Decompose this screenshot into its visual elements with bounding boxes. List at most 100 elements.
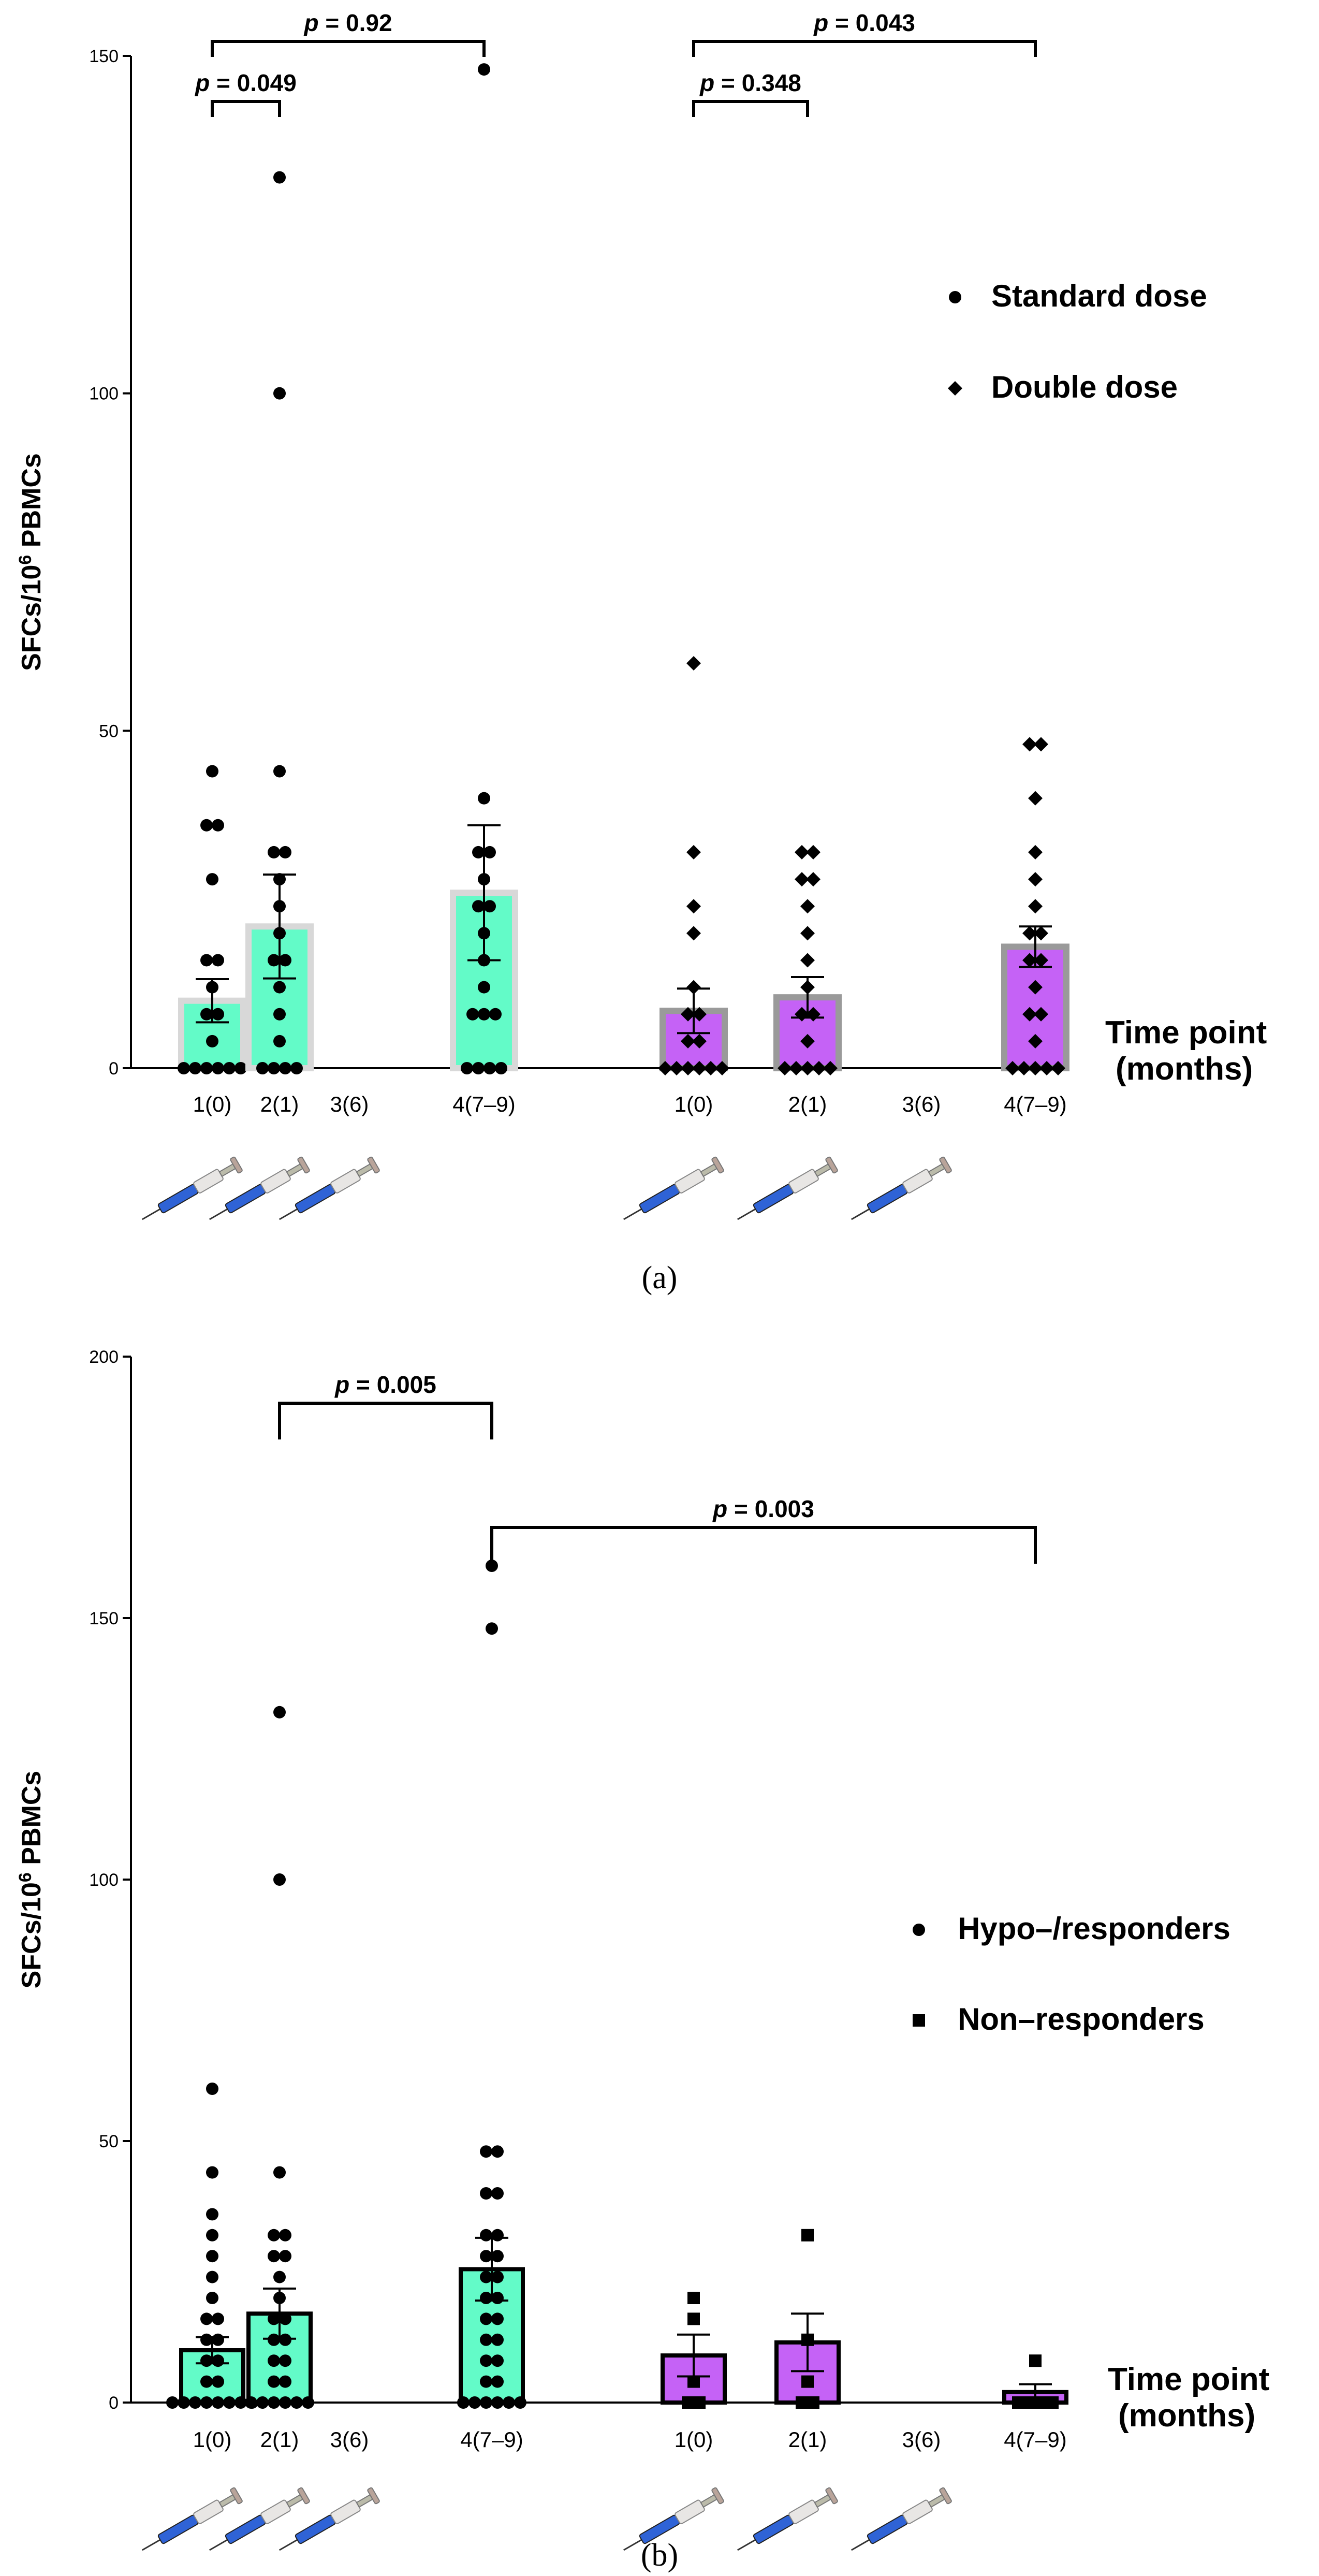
data-point [1028, 791, 1043, 806]
data-point [800, 1061, 815, 1075]
p-value-label: p = 0.005 [334, 1371, 436, 1398]
x-tick-label: 2(1) [260, 2427, 299, 2452]
data-point [1034, 737, 1048, 752]
data-point [478, 792, 490, 805]
significance-bracket [692, 40, 1037, 57]
legend-label: Non–responders [958, 2002, 1205, 2036]
data-point [268, 2229, 280, 2242]
syringe-needle [279, 1208, 298, 1220]
data-point [273, 171, 286, 184]
data-point [273, 1873, 286, 1886]
data-point [491, 2229, 504, 2242]
data-point [212, 2375, 224, 2388]
legend-marker [949, 291, 961, 303]
data-point [206, 2229, 218, 2242]
data-point [268, 2333, 280, 2346]
syringe-needle [623, 2539, 642, 2551]
data-point [806, 872, 820, 887]
data-point [279, 2396, 291, 2409]
data-point [1022, 737, 1037, 752]
data-point [800, 953, 815, 968]
data-point [268, 2312, 280, 2325]
data-point [268, 2375, 280, 2388]
data-point [178, 1062, 190, 1074]
data-point [795, 1007, 809, 1022]
data-point [681, 1034, 695, 1049]
syringe-plunger [814, 2494, 832, 2508]
data-point [514, 2396, 526, 2409]
data-point [457, 2396, 470, 2409]
x-axis-label-units: (months) [1116, 1051, 1253, 1087]
data-point [1028, 845, 1043, 860]
data-point [800, 1034, 815, 1049]
syringe-needle [623, 1208, 642, 1220]
syringe-plunger-head [230, 2487, 243, 2505]
legend-marker [913, 1924, 925, 1936]
data-point [212, 2354, 224, 2367]
p-value-label: p = 0.92 [303, 9, 392, 36]
data-point [800, 980, 815, 995]
data-point [235, 1062, 247, 1074]
syringe-barrel-fluid [295, 1184, 336, 1214]
data-point [1005, 1061, 1020, 1075]
data-point [491, 2250, 504, 2263]
data-point [778, 1061, 792, 1075]
data-point [486, 1622, 498, 1635]
legend-label: Hypo–/responders [958, 1911, 1230, 1946]
y-axis-label: SFCs/106 PBMCs [16, 1771, 47, 1989]
data-point [480, 2396, 492, 2409]
data-point [489, 1008, 502, 1021]
data-point [681, 1007, 695, 1022]
data-point [693, 2396, 706, 2409]
data-point [1034, 953, 1048, 968]
data-point [807, 2396, 819, 2409]
data-point [483, 1062, 496, 1074]
data-point [491, 2312, 504, 2325]
syringe-plunger [356, 2494, 374, 2508]
significance-bracket [278, 1402, 493, 1439]
y-tick-label: 100 [89, 384, 119, 404]
syringe-needle [209, 1208, 228, 1220]
data-point [480, 2312, 492, 2325]
panel-caption: (b) [641, 2538, 678, 2573]
x-tick-label: 4(7–9) [1004, 2427, 1066, 2452]
data-point [223, 1062, 236, 1074]
data-point [1029, 2354, 1042, 2367]
syringe-icon [209, 2487, 310, 2551]
data-point [279, 1062, 291, 1074]
data-point [189, 1062, 201, 1074]
data-point [491, 2187, 504, 2200]
data-point [1046, 2396, 1059, 2409]
syringe-barrel-fluid [753, 1184, 794, 1214]
data-point [480, 2187, 492, 2200]
p-value-label: p = 0.003 [712, 1495, 814, 1522]
data-point [687, 2312, 700, 2325]
data-point [273, 2292, 286, 2304]
significance-bracket [211, 40, 486, 57]
syringe-icon [141, 2487, 243, 2551]
data-point [491, 2375, 504, 2388]
data-point [273, 1706, 286, 1719]
data-point [268, 2250, 280, 2263]
x-tick-label: 4(7–9) [460, 2427, 523, 2452]
x-tick-label: 1(0) [193, 1092, 232, 1116]
x-tick-label: 2(1) [788, 2427, 827, 2452]
data-point [1022, 953, 1037, 968]
y-tick-label: 50 [99, 721, 119, 741]
x-tick-label: 1(0) [675, 2427, 713, 2452]
data-point [302, 2396, 314, 2409]
syringe-plunger-head [367, 2487, 380, 2505]
data-point [200, 2312, 213, 2325]
data-point [273, 1035, 286, 1047]
data-point [256, 2396, 269, 2409]
syringe-icon [737, 2487, 838, 2551]
panel-b: 0 50 100 150 200 SFCs/106 PBMCs 1(0) 2(1) 3(6) 4(… [16, 1347, 1269, 2573]
data-point [681, 1061, 695, 1075]
data-point [166, 2396, 179, 2409]
data-point [1028, 899, 1043, 914]
data-point [279, 2312, 291, 2325]
data-point [478, 873, 490, 886]
data-point [279, 2375, 291, 2388]
syringe-needle [209, 2539, 228, 2551]
data-point [212, 819, 224, 832]
